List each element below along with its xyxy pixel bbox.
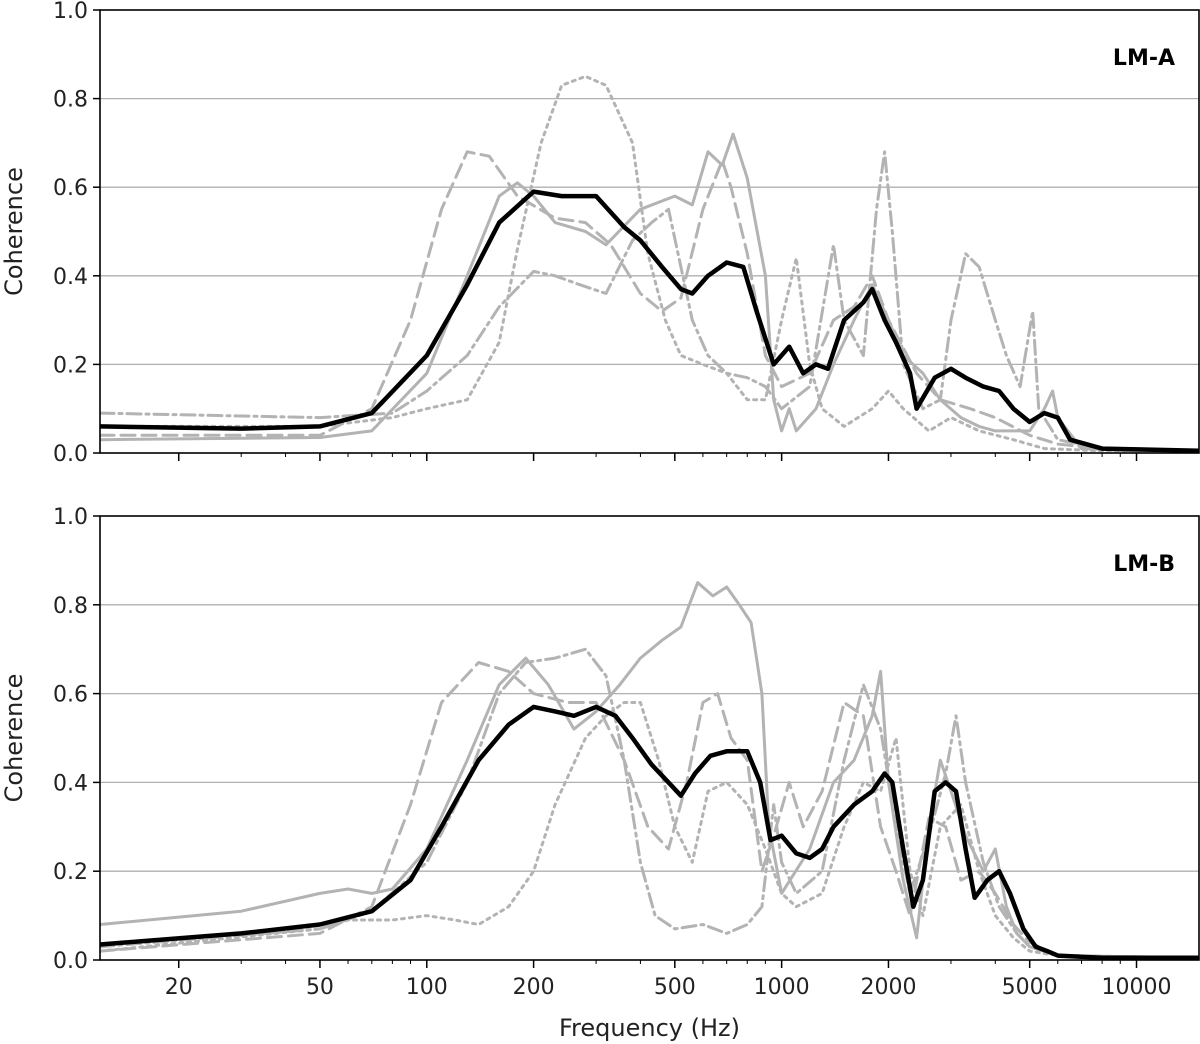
y-tick-label: 0.6: [53, 683, 88, 708]
x-tick-label: 500: [654, 975, 696, 1000]
x-tick-label: 50: [306, 975, 334, 1000]
series-line-mean-black: [100, 704, 1199, 960]
series-line-dashdot-gray: [100, 150, 1199, 453]
y-tick-label: 1.0: [53, 0, 88, 24]
x-tick-label: 1000: [754, 975, 810, 1000]
series-group: [100, 581, 1199, 960]
axes-frame: [99, 515, 1200, 961]
y-tick-label: 0.2: [53, 860, 88, 885]
panel-label: LM-B: [1113, 552, 1175, 577]
y-tick-label: 1.0: [53, 505, 88, 530]
y-axis-label: Coherence: [0, 674, 28, 803]
series-line-dotted-gray: [100, 701, 1199, 960]
panel-label: LM-A: [1113, 46, 1175, 71]
series-line-dashed-gray: [100, 150, 1199, 453]
y-tick-label: 0.4: [53, 771, 88, 796]
x-tick-label: 20: [165, 975, 193, 1000]
y-axis-label: Coherence: [0, 167, 28, 296]
series-line-solid-gray: [100, 132, 1199, 453]
y-tick-label: 0.6: [53, 176, 88, 201]
y-tick-label: 0.0: [53, 442, 88, 467]
x-axis-label: Frequency (Hz): [559, 1014, 740, 1042]
y-tick-label: 0.2: [53, 353, 88, 378]
axes-frame: [99, 9, 1200, 454]
y-tick-label: 0.4: [53, 265, 88, 290]
x-tick-label: 2000: [860, 975, 916, 1000]
x-tick-label: 200: [513, 975, 555, 1000]
series-line-dashed-gray: [100, 661, 1199, 960]
y-tick-label: 0.0: [53, 949, 88, 974]
x-tick-label: 10000: [1102, 975, 1172, 1000]
x-tick-label: 100: [406, 975, 448, 1000]
series-line-dashdot-gray: [100, 647, 1199, 960]
series-line-solid-gray: [100, 581, 1199, 960]
series-line-dotted-gray: [100, 74, 1199, 453]
panel-lm-b: 0.0 0.2 0.4 0.6 0.8 1.0 20 50 100 200 500 1000 2000 5…: [0, 505, 1200, 1000]
x-tick-label: 5000: [1002, 975, 1058, 1000]
y-tick-label: 0.8: [53, 594, 88, 619]
series-group: [100, 74, 1199, 453]
panel-lm-a: 0.0 0.2 0.4 0.6 0.8 1.0 Coherence LM-A: [0, 0, 1200, 467]
series-line-mean-black: [100, 189, 1199, 453]
y-tick-label: 0.8: [53, 88, 88, 113]
